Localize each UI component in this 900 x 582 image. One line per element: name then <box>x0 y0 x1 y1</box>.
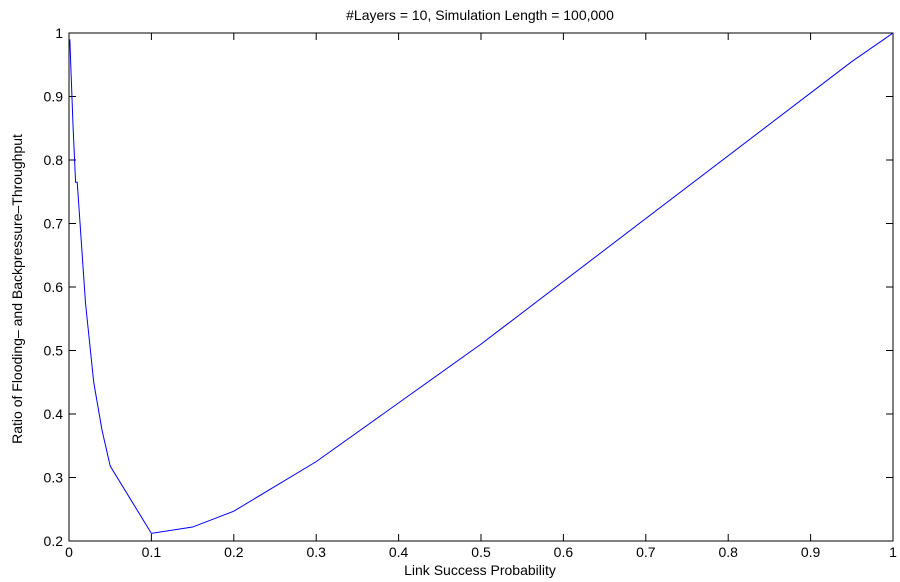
x-tick-label: 0.8 <box>718 544 738 560</box>
plot-frame <box>68 32 894 542</box>
y-tick-label: 0.9 <box>44 89 64 105</box>
y-tick-label: 0.2 <box>44 533 64 549</box>
x-tick-label: 0.3 <box>306 544 326 560</box>
plot-area <box>68 32 894 542</box>
y-tick-label: 0.5 <box>44 343 64 359</box>
series-layer <box>69 32 894 534</box>
series-line <box>69 32 894 534</box>
x-tick-label: 0 <box>65 544 73 560</box>
x-tick-label: 0.2 <box>224 544 244 560</box>
x-tick-label: 1 <box>889 544 897 560</box>
y-tick-label: 0.6 <box>44 279 64 295</box>
y-tick-label: 0.3 <box>44 470 64 486</box>
x-tick-label: 0.5 <box>471 544 491 560</box>
chart-title: #Layers = 10, Simulation Length = 100,00… <box>346 7 614 23</box>
y-tick-label: 0.7 <box>44 216 64 232</box>
y-axis-label: Ratio of Flooding– and Backpressure–Thro… <box>9 134 25 444</box>
y-tick-label: 0.8 <box>44 152 64 168</box>
x-tick-label: 0.1 <box>142 544 162 560</box>
x-tick-label: 0.6 <box>554 544 574 560</box>
y-tick-label: 0.4 <box>44 406 64 422</box>
x-tick-label: 0.7 <box>636 544 656 560</box>
x-axis: 0 0.1 0.2 0.3 0.4 0.5 0.6 0.7 0.8 0.9 1 <box>65 33 897 560</box>
x-tick-label: 0.9 <box>801 544 821 560</box>
x-tick-label: 0.4 <box>389 544 409 560</box>
y-axis: 0.2 0.3 0.4 0.5 0.6 0.7 0.8 0.9 1 <box>44 25 893 549</box>
y-tick-label: 1 <box>55 25 63 41</box>
x-axis-label: Link Success Probability <box>404 562 556 578</box>
